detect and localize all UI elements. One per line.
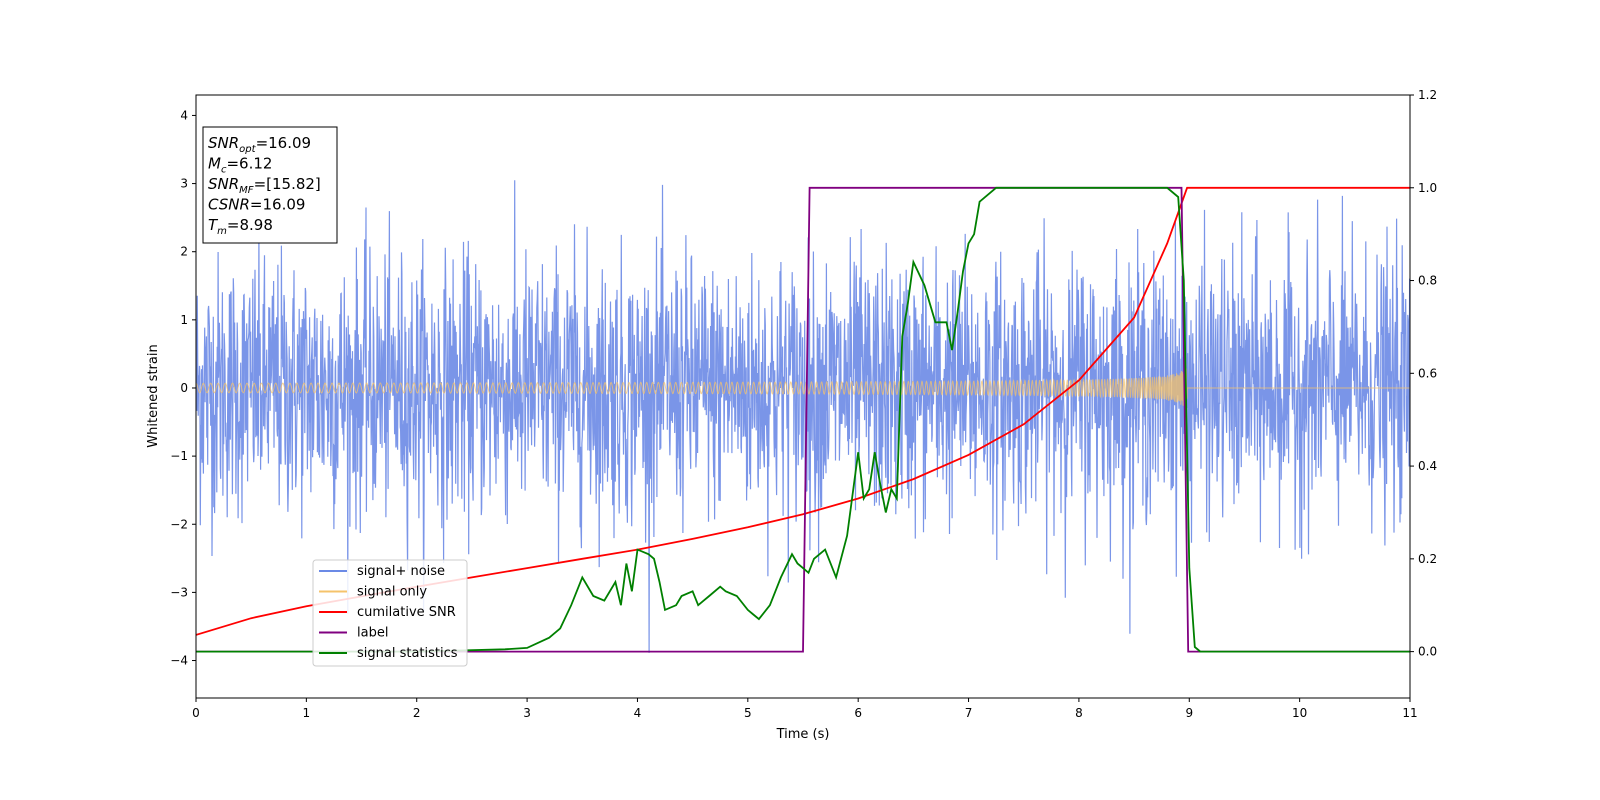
series-signal-only (196, 363, 1410, 414)
series-signal-statistics (196, 186, 1410, 653)
y-right-tick-label: 0.0 (1418, 645, 1437, 659)
y-left-tick-label: −2 (170, 517, 188, 531)
x-tick-label: 8 (1075, 706, 1083, 720)
legend-label: signal+ noise (357, 564, 445, 579)
y-axis-label: Whitened strain (146, 344, 161, 447)
y-left-tick-label: −3 (170, 585, 188, 599)
y-right-tick-label: 1.2 (1418, 88, 1437, 102)
annotation-box: SNRopt=16.09Mc=6.12SNRMF=[15.82]CSNR=16.… (202, 126, 338, 244)
y-right-tick-label: 0.4 (1418, 459, 1437, 473)
y-left-tick-label: −4 (170, 654, 188, 668)
x-tick-label: 10 (1292, 706, 1307, 720)
x-axis-label: Time (s) (776, 727, 830, 742)
y-axis-right-ticks: 0.0 0.2 0.4 0.6 0.8 1.0 1.2 (1410, 88, 1437, 659)
y-left-tick-label: 1 (180, 313, 188, 327)
x-tick-label: 2 (413, 706, 421, 720)
legend-label: label (357, 626, 388, 641)
y-right-tick-label: 0.8 (1418, 274, 1437, 288)
y-left-tick-label: 3 (180, 177, 188, 191)
annotation-line: CSNR=16.09 (208, 196, 305, 214)
x-tick-label: 3 (523, 706, 531, 720)
legend: signal+ noise signal only cumilative SNR la… (312, 559, 468, 667)
x-tick-label: 0 (192, 706, 200, 720)
y-right-tick-label: 0.6 (1418, 366, 1437, 380)
y-right-tick-label: 0.2 (1418, 552, 1437, 566)
legend-label: cumilative SNR (357, 605, 456, 620)
y-left-tick-label: −1 (170, 449, 188, 463)
annotation-line: SNRopt=16.09 (208, 134, 311, 155)
x-tick-label: 6 (854, 706, 862, 720)
series-signal-noise (196, 180, 1410, 653)
y-left-tick-label: 0 (180, 381, 188, 395)
y-left-tick-label: 4 (180, 108, 188, 122)
y-axis-left-ticks: −4 −3 −2 −1 0 1 2 3 4 (170, 108, 196, 668)
x-tick-label: 5 (744, 706, 752, 720)
legend-label: signal only (357, 585, 427, 600)
y-right-tick-label: 1.0 (1418, 181, 1437, 195)
plot-frame (195, 94, 1411, 699)
x-tick-label: 9 (1185, 706, 1193, 720)
y-left-tick-label: 2 (180, 245, 188, 259)
annotation-line: Tm=8.98 (208, 216, 273, 237)
x-tick-label: 4 (634, 706, 642, 720)
x-tick-label: 1 (303, 706, 311, 720)
legend-label: signal statistics (357, 646, 458, 661)
annotation-line: SNRMF=[15.82] (208, 175, 321, 196)
x-tick-label: 7 (965, 706, 973, 720)
annotation-line: Mc=6.12 (208, 155, 272, 176)
x-tick-label: 11 (1402, 706, 1417, 720)
x-axis-ticks: 0 1 2 3 4 5 6 7 8 9 10 11 (192, 698, 1418, 720)
